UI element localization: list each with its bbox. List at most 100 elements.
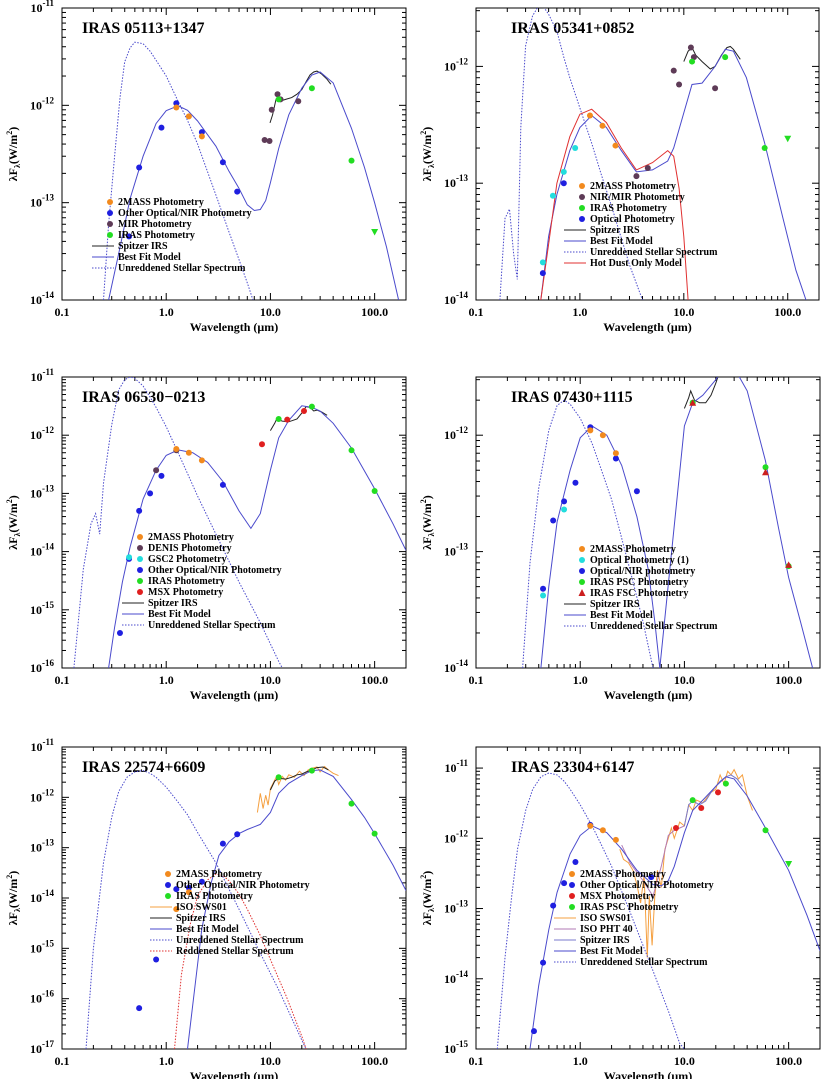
x-tick-label: 1.0 — [573, 1054, 588, 1068]
legend-label: Hot Dust Only Model — [590, 258, 682, 269]
legend-label: Unreddened Stellar Spectrum — [580, 957, 708, 968]
legend-label: Unreddened Stellar Spectrum — [148, 620, 276, 631]
legend-label: Best Fit Model — [176, 924, 239, 935]
point-optical-photometry — [560, 180, 567, 187]
legend-label: Other Optical/NIR Photometry — [118, 208, 252, 219]
point-other-optical-nir-photometry — [648, 874, 655, 881]
point-iras-photometry — [275, 415, 282, 422]
legend-label: Spitzer IRS — [580, 935, 630, 946]
line-spitzer-irs — [683, 377, 719, 409]
x-tick-label: 0.1 — [469, 305, 484, 319]
legend-label: Optical Photometry — [590, 214, 675, 225]
point-2mass-photometry — [586, 112, 593, 119]
y-tick-label: 10-13 — [30, 193, 54, 210]
legend-label: IRAS PSC Photometry — [580, 902, 678, 913]
point-2mass-photometry — [612, 142, 619, 149]
point-nir-mir-photometry — [676, 81, 683, 88]
plot-frame — [475, 7, 820, 301]
line-unreddened-stellar-spectrum — [85, 770, 307, 1049]
legend-marker — [165, 882, 171, 888]
line-best-fit-model — [529, 776, 820, 1049]
series-points — [530, 780, 793, 1035]
y-tick-label: 10-12 — [30, 95, 54, 112]
line-reddened-stellar-spectrum — [174, 873, 307, 1049]
legend-marker — [579, 557, 585, 563]
point-iras-photometry — [348, 447, 355, 454]
y-tick-label: 10-16 — [30, 989, 54, 1006]
legend-marker — [579, 546, 585, 552]
y-tick-label: 10-14 — [30, 888, 54, 905]
point-other-optical-nir-photometry — [126, 233, 133, 240]
point-other-optical-nir-photometry — [185, 884, 192, 891]
y-tick-label: 10-14 — [444, 969, 468, 986]
x-axis-label: Wavelength (μm) — [603, 320, 691, 334]
y-tick-label: 10-11 — [30, 367, 54, 384]
line-best-fit-model — [540, 377, 814, 668]
point-denis-photometry — [153, 467, 160, 474]
point-msx-photometry — [714, 789, 721, 796]
y-tick-label: 10-13 — [444, 173, 468, 190]
point-other-optical-nir-photometry — [153, 956, 160, 963]
point-other-optical-nir-photometry — [550, 902, 557, 909]
x-axis-label: Wavelength (μm) — [604, 688, 692, 702]
point-other-optical-nir-photometry — [198, 129, 205, 136]
x-axis-ticks: 0.1 1.0 10.0 100.0 — [55, 8, 407, 319]
point-2mass-photometry — [173, 104, 180, 111]
legend-label: Optical Photometry (1) — [590, 555, 689, 566]
point-mir-photometry — [261, 137, 268, 144]
legend-marker — [107, 210, 113, 216]
point-iras-psc-photometry — [689, 797, 696, 804]
plot-frame — [61, 376, 407, 669]
legend-marker — [569, 893, 575, 899]
legend-marker — [578, 589, 586, 596]
legend-label: MIR Photometry — [118, 219, 192, 230]
x-tick-label: 100.0 — [361, 305, 388, 319]
point-iras-photometry — [348, 157, 355, 164]
x-tick-label: 10.0 — [674, 1054, 695, 1068]
legend-label: Other Optical/NIR Photometry — [580, 880, 714, 891]
line-best-fit-model — [108, 71, 400, 300]
point-other-optical-nir-photometry — [219, 481, 226, 488]
point-2mass-photometry — [587, 822, 594, 829]
point-2mass-photometry — [599, 122, 606, 129]
x-tick-label: 10.0 — [673, 305, 694, 319]
y-tick-label: 10-17 — [30, 1039, 54, 1056]
series-lines — [85, 765, 406, 1049]
y-tick-label: 10-11 — [30, 737, 54, 754]
point-iras-photometry — [275, 774, 282, 781]
x-tick-label: 10.0 — [260, 673, 281, 687]
point-optical-photometry-cyan — [560, 168, 567, 175]
series-points — [539, 44, 792, 277]
legend-label: 2MASS Photometry — [118, 197, 204, 208]
y-tick-label: 10-12 — [444, 828, 468, 845]
x-axis-label: Wavelength (μm) — [190, 320, 278, 334]
legend-label: Unreddened Stellar Spectrum — [176, 935, 304, 946]
point-iras-photometry — [308, 85, 315, 92]
point-optical-nir-photometry — [550, 517, 557, 524]
series-points — [540, 399, 793, 599]
legend-label: Best Fit Model — [590, 236, 653, 247]
x-tick-label: 1.0 — [159, 673, 174, 687]
legend-label: NIR/MIR Photometry — [590, 192, 685, 203]
point-nir-mir-photometry — [644, 164, 651, 171]
legend-label: Best Fit Model — [148, 609, 211, 620]
point-other-optical-nir-photometry — [234, 831, 241, 838]
legend-label: 2MASS Photometry — [148, 532, 234, 543]
legend-label: Spitzer IRS — [590, 599, 640, 610]
point-2mass-photometry — [599, 827, 606, 834]
x-tick-label: 0.1 — [55, 673, 70, 687]
point-other-optical-nir-photometry — [136, 164, 143, 171]
x-tick-label: 1.0 — [159, 1054, 174, 1068]
series-points — [116, 403, 378, 636]
legend-label: Spitzer IRS — [148, 598, 198, 609]
point-2mass-photometry — [612, 450, 619, 457]
line-unreddened-stellar-spectrum — [73, 377, 283, 668]
point-iras-photometry-upper-limit — [371, 228, 379, 236]
legend-label: IRAS FSC Photometry — [590, 588, 688, 599]
legend-marker — [579, 183, 585, 189]
x-tick-label: 1.0 — [572, 305, 587, 319]
x-axis-ticks: 0.1 1.0 10.0 100.0 — [469, 747, 821, 1068]
point-other-optical-nir-photometry — [219, 840, 226, 847]
sed-panel-4: 0.1 1.0 10.0 100.0 10-14 10-13 10-12 Wavelength… — [419, 376, 821, 702]
